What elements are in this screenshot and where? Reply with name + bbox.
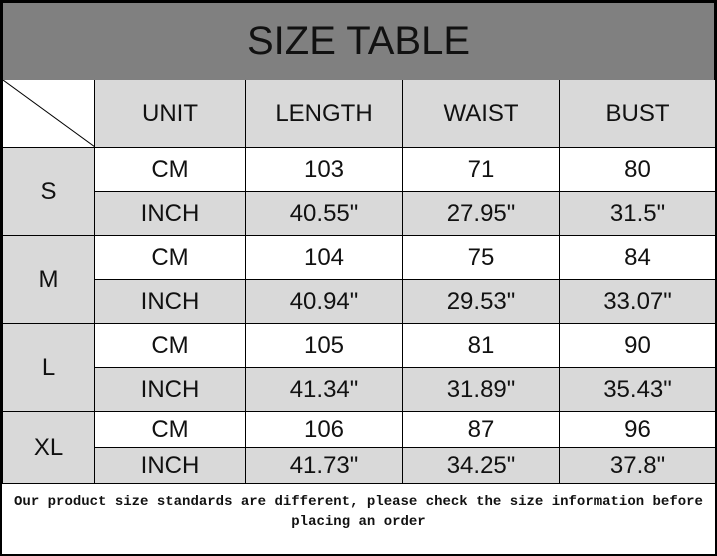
table-cell: 29.53" — [403, 280, 560, 324]
table-cell: 106 — [246, 412, 403, 448]
table-cell: 71 — [403, 148, 560, 192]
table-cell: 81 — [403, 324, 560, 368]
table-cell: INCH — [95, 192, 246, 236]
table-cell: 37.8" — [560, 448, 717, 484]
header-unit: UNIT — [95, 80, 246, 148]
table-cell: INCH — [95, 368, 246, 412]
table-cell: 87 — [403, 412, 560, 448]
table-cell: INCH — [95, 448, 246, 484]
table-cell: 80 — [560, 148, 717, 192]
table-cell: 40.55" — [246, 192, 403, 236]
table-cell: 35.43" — [560, 368, 717, 412]
table-cell: INCH — [95, 280, 246, 324]
table-cell: 103 — [246, 148, 403, 192]
size-label: XL — [0, 412, 95, 484]
table-cell: 41.73" — [246, 448, 403, 484]
table-cell: 84 — [560, 236, 717, 280]
table-cell: 31.89" — [403, 368, 560, 412]
table-cell: 90 — [560, 324, 717, 368]
table-cell: 96 — [560, 412, 717, 448]
table-cell: 104 — [246, 236, 403, 280]
table-cell: 40.94" — [246, 280, 403, 324]
diagonal-divider — [3, 80, 95, 147]
table-cell: CM — [95, 236, 246, 280]
header-length: LENGTH — [246, 80, 403, 148]
size-label: L — [0, 324, 95, 412]
table-cell: 33.07" — [560, 280, 717, 324]
size-note: Our product size standards are different… — [0, 484, 717, 556]
table-cell: CM — [95, 324, 246, 368]
size-label: M — [0, 236, 95, 324]
table-cell: 41.34" — [246, 368, 403, 412]
size-label: S — [0, 148, 95, 236]
page-title: SIZE TABLE — [0, 0, 717, 80]
table-cell: 27.95" — [403, 192, 560, 236]
table-cell: 31.5" — [560, 192, 717, 236]
table-cell: 105 — [246, 324, 403, 368]
corner-cell — [0, 80, 95, 148]
table-cell: CM — [95, 412, 246, 448]
table-cell: 75 — [403, 236, 560, 280]
header-waist: WAIST — [403, 80, 560, 148]
table-cell: CM — [95, 148, 246, 192]
table-cell: 34.25" — [403, 448, 560, 484]
header-bust: BUST — [560, 80, 717, 148]
